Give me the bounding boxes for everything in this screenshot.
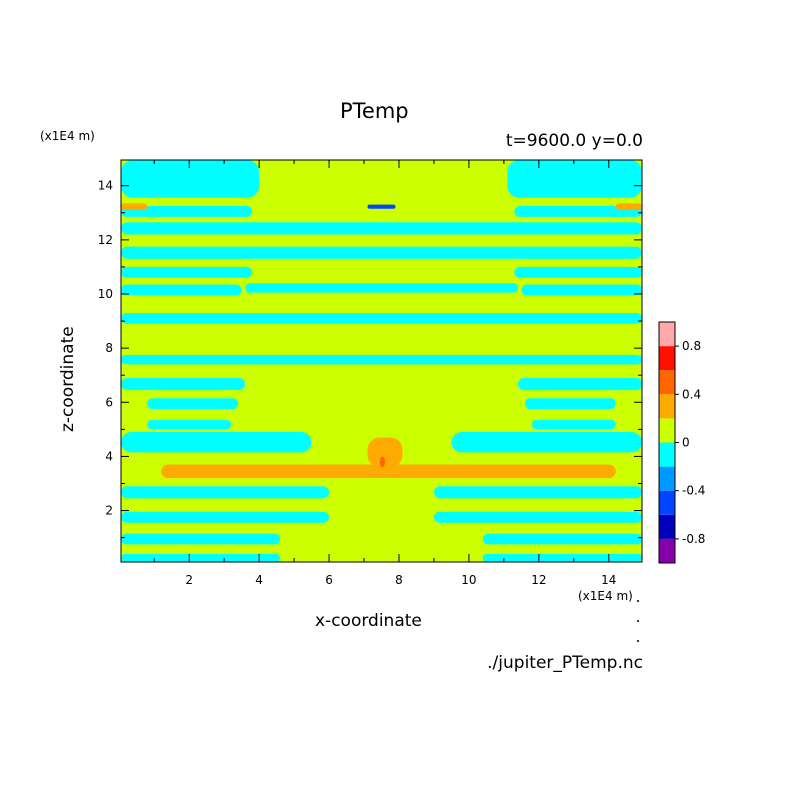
- colorbar-swatch-3: [659, 466, 675, 491]
- heatmap-region-20: [451, 432, 642, 453]
- heatmap-region-8: [121, 284, 242, 296]
- heatmap-region-32: [121, 203, 148, 211]
- colorbar-tick-label: 0: [682, 436, 690, 450]
- x-tick-label: 4: [255, 573, 263, 587]
- y-tick-label: 4: [105, 449, 113, 463]
- heatmap-region-12: [121, 354, 642, 365]
- heatmap-region-7: [514, 266, 642, 278]
- colorbar-tick-label: 0.8: [682, 339, 701, 353]
- heatmap-region-0: [121, 160, 260, 198]
- heatmap-region-3: [514, 206, 642, 217]
- x-tick-label: 10: [461, 573, 476, 587]
- x-tick-label: 8: [395, 573, 403, 587]
- heatmap-region-6: [121, 266, 253, 278]
- y-tick-label: 14: [98, 179, 113, 193]
- x-tick-label: 12: [531, 573, 546, 587]
- heatmap-region-10: [245, 283, 518, 293]
- heatmap-region-2: [121, 206, 253, 217]
- colorbar-tick-label: -0.4: [682, 484, 705, 498]
- y-tick-label: 8: [105, 341, 113, 355]
- x-tick-label: 14: [601, 573, 616, 587]
- colorbar-swatch-2: [659, 490, 675, 515]
- x-tick-label: 6: [325, 573, 333, 587]
- colorbar-swatch-8: [659, 346, 675, 371]
- colorbar-swatch-6: [659, 394, 675, 419]
- colorbar-swatch-9: [659, 322, 675, 347]
- y-tick-label: 6: [105, 395, 113, 409]
- heatmap-region-34: [367, 204, 396, 209]
- x-axis-unit: (x1E4 m): [578, 589, 633, 603]
- heatmap-region-31: [482, 553, 642, 562]
- x-tick-label: 2: [185, 573, 193, 587]
- heatmap-region-25: [433, 486, 642, 499]
- heatmap-region-13: [121, 377, 246, 391]
- source-file-label: ./jupiter_PTemp.nc: [487, 653, 643, 673]
- heatmap-region-24: [121, 486, 330, 499]
- heatmap-region-22: [367, 437, 403, 468]
- plot-frame: [120, 159, 643, 563]
- heatmap-region-1: [507, 160, 642, 198]
- heatmap-region-33: [615, 203, 642, 211]
- marker-dot: [637, 600, 639, 602]
- heatmap-region-17: [147, 419, 232, 430]
- x-axis-title: x-coordinate: [315, 611, 422, 631]
- chart-title: PTemp: [340, 99, 409, 123]
- colorbar-swatch-5: [659, 418, 675, 443]
- heatmap-region-26: [121, 511, 330, 523]
- heatmap-region-28: [121, 533, 281, 545]
- heatmap-region-15: [147, 398, 239, 410]
- heatmap-region-5: [121, 246, 642, 259]
- heatmap-region-21: [161, 464, 616, 479]
- heatmap-region-16: [524, 398, 616, 410]
- marker-dot: [637, 640, 639, 642]
- heatmap-region-18: [531, 419, 616, 430]
- colorbar-swatch-4: [659, 442, 675, 467]
- marker-dot: [637, 620, 639, 622]
- heatmap-region-14: [517, 377, 642, 391]
- colorbar-swatch-0: [659, 538, 675, 563]
- heatmap-region-29: [482, 533, 642, 545]
- colorbar-tick-label: 0.4: [682, 387, 701, 401]
- heatmap-region-4: [121, 222, 642, 235]
- chart-subtitle: t=9600.0 y=0.0: [505, 131, 643, 151]
- heatmap-region-19: [121, 432, 312, 453]
- heatmap-region-27: [433, 511, 642, 523]
- heatmap-region-9: [521, 284, 642, 296]
- y-tick-label: 12: [98, 233, 113, 247]
- heatmap-region-11: [121, 312, 642, 324]
- colorbar-tick-label: -0.8: [682, 532, 705, 546]
- y-tick-label: 10: [98, 287, 113, 301]
- y-tick-label: 2: [105, 504, 113, 518]
- colorbar-swatch-7: [659, 370, 675, 395]
- heatmap-region-30: [121, 553, 281, 562]
- heatmap-region-23: [379, 456, 385, 468]
- colorbar-swatch-1: [659, 514, 675, 539]
- y-axis-unit: (x1E4 m): [40, 129, 95, 143]
